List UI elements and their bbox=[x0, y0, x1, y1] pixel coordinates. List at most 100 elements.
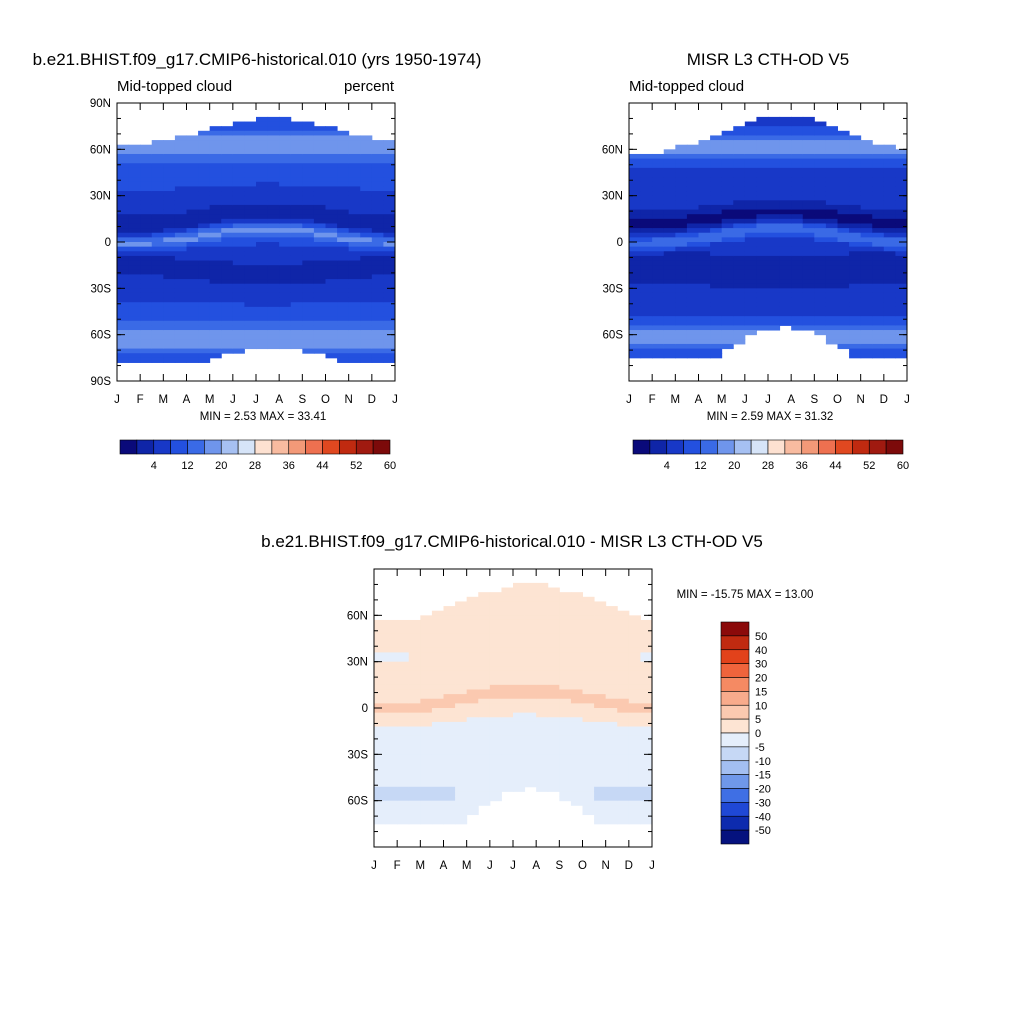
heatmap-cell bbox=[478, 638, 491, 644]
heatmap-cell bbox=[733, 311, 746, 317]
heatmap-cell bbox=[698, 274, 711, 280]
heatmap-cell bbox=[675, 163, 688, 169]
heatmap-cell bbox=[478, 698, 491, 704]
heatmap-cell bbox=[628, 703, 641, 709]
heatmap-cell bbox=[698, 163, 711, 169]
heatmap-cell bbox=[698, 348, 711, 354]
heatmap-cell bbox=[198, 191, 211, 197]
heatmap-cell bbox=[221, 246, 234, 252]
heatmap-cell bbox=[501, 592, 514, 598]
heatmap-cell bbox=[733, 334, 746, 340]
heatmap-cell bbox=[860, 292, 873, 299]
heatmap-cell bbox=[547, 735, 560, 741]
heatmap-cell bbox=[837, 214, 850, 220]
heatmap-cell bbox=[198, 200, 211, 206]
heatmap-cell bbox=[547, 758, 560, 765]
heatmap-cell bbox=[279, 255, 292, 262]
heatmap-cell bbox=[186, 144, 199, 150]
heatmap-cell bbox=[186, 343, 199, 350]
heatmap-cell bbox=[802, 172, 815, 178]
heatmap-cell bbox=[686, 149, 699, 155]
heatmap-cell bbox=[605, 643, 618, 649]
heatmap-cell bbox=[559, 601, 572, 607]
heatmap-cell bbox=[883, 279, 896, 285]
heatmap-cell bbox=[337, 153, 350, 160]
heatmap-cell bbox=[209, 214, 222, 220]
colorbar-label: -10 bbox=[755, 756, 771, 768]
heatmap-cell bbox=[232, 200, 245, 206]
heatmap-cell bbox=[536, 643, 549, 649]
heatmap-cell bbox=[675, 325, 688, 331]
heatmap-cell bbox=[524, 638, 537, 644]
heatmap-cell bbox=[232, 265, 245, 271]
heatmap-cell bbox=[337, 172, 350, 178]
heatmap-cell bbox=[883, 339, 896, 345]
heatmap-cell bbox=[582, 638, 595, 644]
heatmap-cell bbox=[256, 242, 269, 248]
heatmap-cell bbox=[570, 800, 583, 806]
colorbar-label: 20 bbox=[728, 460, 740, 472]
heatmap-cell bbox=[360, 135, 373, 141]
heatmap-cell bbox=[501, 745, 514, 751]
heatmap-cell bbox=[408, 777, 421, 783]
heatmap-cell bbox=[640, 819, 653, 825]
heatmap-cell bbox=[721, 200, 734, 206]
heatmap-cell bbox=[802, 302, 815, 308]
heatmap-cell bbox=[408, 786, 421, 792]
heatmap-cell bbox=[640, 629, 653, 635]
x-tick-label: J bbox=[392, 394, 398, 406]
heatmap-cell bbox=[151, 144, 164, 150]
heatmap-cell bbox=[663, 306, 676, 312]
heatmap-cell bbox=[466, 670, 479, 677]
heatmap-cell bbox=[267, 246, 280, 252]
heatmap-cell bbox=[117, 348, 130, 354]
heatmap-cell bbox=[221, 149, 234, 155]
heatmap-cell bbox=[466, 763, 479, 769]
heatmap-cell bbox=[501, 721, 514, 728]
heatmap-cell bbox=[744, 144, 757, 150]
heatmap-cell bbox=[478, 703, 491, 709]
heatmap-cell bbox=[117, 209, 130, 215]
heatmap-cell bbox=[348, 181, 361, 187]
heatmap-cell bbox=[267, 126, 280, 132]
heatmap-cell bbox=[348, 292, 361, 299]
heatmap-cell bbox=[420, 712, 433, 718]
heatmap-cell bbox=[221, 237, 234, 243]
x-tick-label: M bbox=[462, 860, 472, 872]
heatmap-cell bbox=[466, 619, 479, 626]
heatmap-cell bbox=[559, 721, 572, 728]
heatmap-cell bbox=[524, 782, 537, 788]
heatmap-cell bbox=[559, 768, 572, 774]
heatmap-cell bbox=[302, 311, 315, 317]
heatmap-cell bbox=[128, 200, 141, 206]
heatmap-cell bbox=[570, 652, 583, 658]
heatmap-cell bbox=[640, 814, 653, 820]
heatmap-cell bbox=[686, 144, 699, 150]
heatmap-cell bbox=[313, 191, 326, 197]
heatmap-cell bbox=[163, 158, 176, 164]
heatmap-cell bbox=[698, 223, 711, 229]
heatmap-cell bbox=[348, 135, 361, 141]
heatmap-cell bbox=[791, 320, 804, 326]
heatmap-cell bbox=[163, 279, 176, 285]
heatmap-cell bbox=[267, 144, 280, 150]
heatmap-cell bbox=[501, 777, 514, 783]
heatmap-cell bbox=[420, 694, 433, 700]
heatmap-cell bbox=[652, 181, 665, 187]
heatmap-cell bbox=[383, 144, 396, 150]
heatmap-cell bbox=[232, 255, 245, 262]
heatmap-cell bbox=[640, 316, 653, 322]
heatmap-cell bbox=[186, 348, 199, 354]
heatmap-cell bbox=[617, 782, 630, 788]
heatmap-cell bbox=[128, 186, 141, 192]
heatmap-cell bbox=[443, 629, 456, 635]
heatmap-cell bbox=[198, 218, 211, 224]
heatmap-cell bbox=[570, 772, 583, 778]
heatmap-cell bbox=[232, 325, 245, 331]
heatmap-cell bbox=[686, 320, 699, 326]
x-tick-label: M bbox=[159, 394, 169, 406]
heatmap-cell bbox=[128, 339, 141, 345]
heatmap-cell bbox=[675, 246, 688, 252]
heatmap-cell bbox=[860, 181, 873, 187]
heatmap-cell bbox=[443, 800, 456, 806]
